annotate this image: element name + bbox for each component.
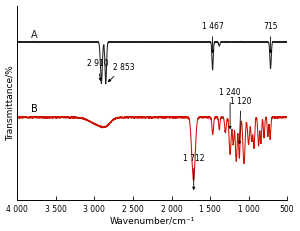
Y-axis label: Transmittance/%: Transmittance/%	[6, 65, 15, 140]
Text: A: A	[31, 30, 38, 40]
Text: 715: 715	[263, 22, 278, 52]
Text: 1 712: 1 712	[183, 154, 205, 189]
Text: 2 853: 2 853	[109, 63, 134, 82]
Text: 1 467: 1 467	[202, 22, 224, 52]
Text: 1 240: 1 240	[219, 88, 241, 128]
Text: 2 910: 2 910	[87, 59, 108, 80]
Text: 1 120: 1 120	[230, 97, 252, 144]
X-axis label: Wavenumber/cm⁻¹: Wavenumber/cm⁻¹	[110, 216, 195, 225]
Text: B: B	[31, 104, 38, 114]
